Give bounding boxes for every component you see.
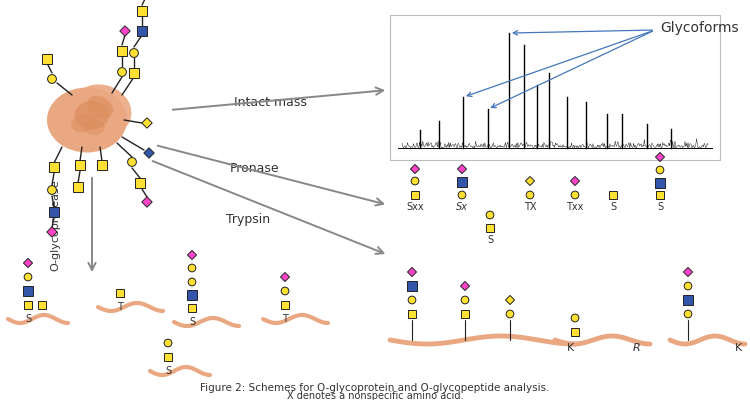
Polygon shape bbox=[188, 250, 196, 260]
Text: Sxx: Sxx bbox=[406, 202, 424, 212]
Bar bbox=[50, 162, 58, 172]
Bar bbox=[42, 54, 52, 64]
Polygon shape bbox=[460, 282, 470, 290]
Bar bbox=[656, 191, 664, 199]
Ellipse shape bbox=[74, 101, 110, 129]
Bar bbox=[458, 177, 466, 187]
Circle shape bbox=[281, 287, 289, 295]
Circle shape bbox=[128, 158, 136, 166]
Ellipse shape bbox=[73, 84, 131, 136]
Text: T: T bbox=[282, 314, 288, 324]
Text: K: K bbox=[566, 343, 574, 353]
Bar bbox=[129, 68, 139, 78]
Circle shape bbox=[188, 278, 196, 286]
Circle shape bbox=[526, 191, 534, 199]
Text: S: S bbox=[189, 317, 195, 327]
Circle shape bbox=[130, 49, 139, 57]
Text: T: T bbox=[117, 302, 123, 312]
Polygon shape bbox=[571, 176, 580, 186]
Bar bbox=[24, 301, 32, 309]
Circle shape bbox=[684, 310, 692, 318]
Bar bbox=[407, 281, 416, 291]
Text: S: S bbox=[165, 366, 171, 376]
Bar bbox=[49, 207, 59, 217]
Polygon shape bbox=[683, 268, 692, 276]
Bar bbox=[609, 191, 617, 199]
Circle shape bbox=[486, 211, 494, 219]
Circle shape bbox=[408, 296, 416, 304]
Polygon shape bbox=[656, 152, 664, 162]
Polygon shape bbox=[458, 164, 466, 174]
Text: TX: TX bbox=[524, 202, 536, 212]
Text: R: R bbox=[633, 343, 640, 353]
Bar bbox=[188, 290, 196, 300]
Ellipse shape bbox=[47, 88, 127, 152]
Bar bbox=[656, 178, 664, 188]
Polygon shape bbox=[142, 197, 152, 207]
Bar bbox=[408, 310, 416, 318]
Bar bbox=[164, 353, 172, 361]
Polygon shape bbox=[144, 148, 154, 158]
Text: K: K bbox=[734, 343, 742, 353]
Bar bbox=[23, 286, 32, 296]
Text: S: S bbox=[657, 202, 663, 212]
Ellipse shape bbox=[87, 96, 113, 118]
Text: Pronase: Pronase bbox=[230, 162, 280, 174]
Bar bbox=[683, 295, 692, 305]
Bar bbox=[117, 46, 127, 56]
Bar bbox=[486, 224, 494, 232]
Circle shape bbox=[24, 273, 32, 281]
Polygon shape bbox=[142, 118, 152, 128]
Ellipse shape bbox=[71, 114, 97, 132]
Bar bbox=[74, 182, 82, 192]
Text: S: S bbox=[487, 235, 493, 245]
Circle shape bbox=[164, 339, 172, 347]
Circle shape bbox=[506, 310, 514, 318]
Bar bbox=[38, 301, 46, 309]
Circle shape bbox=[572, 314, 579, 322]
Bar bbox=[280, 301, 290, 309]
Bar bbox=[137, 26, 147, 36]
Bar bbox=[75, 160, 85, 170]
Text: Figure 2: Schemes for O-glycoprotein and O-glycopeptide analysis.: Figure 2: Schemes for O-glycoprotein and… bbox=[200, 383, 550, 393]
Bar bbox=[411, 191, 419, 199]
Text: Glycoforms: Glycoforms bbox=[660, 21, 739, 35]
Circle shape bbox=[684, 282, 692, 290]
Polygon shape bbox=[526, 176, 535, 186]
Polygon shape bbox=[46, 227, 57, 237]
Bar bbox=[460, 310, 470, 318]
Circle shape bbox=[188, 264, 196, 272]
Bar bbox=[137, 6, 147, 16]
Bar bbox=[116, 289, 124, 297]
Text: S: S bbox=[25, 314, 31, 324]
Text: Txx: Txx bbox=[566, 202, 584, 212]
Circle shape bbox=[461, 296, 469, 304]
Ellipse shape bbox=[55, 104, 110, 146]
Ellipse shape bbox=[83, 119, 105, 135]
Circle shape bbox=[572, 191, 579, 199]
Circle shape bbox=[118, 68, 127, 76]
Text: Intact mass: Intact mass bbox=[233, 96, 307, 110]
Bar bbox=[188, 304, 196, 312]
Circle shape bbox=[411, 177, 419, 185]
Polygon shape bbox=[280, 272, 290, 282]
Polygon shape bbox=[23, 258, 32, 268]
Text: X denotes a nonspecific amino acid.: X denotes a nonspecific amino acid. bbox=[286, 391, 464, 400]
Polygon shape bbox=[407, 268, 416, 276]
Text: Trypsin: Trypsin bbox=[226, 214, 270, 226]
Circle shape bbox=[458, 191, 466, 199]
Polygon shape bbox=[120, 26, 130, 36]
Text: S: S bbox=[610, 202, 616, 212]
Text: O-glycoprotease: O-glycoprotease bbox=[50, 179, 60, 271]
Polygon shape bbox=[506, 296, 515, 304]
Circle shape bbox=[47, 186, 56, 194]
Text: Sx: Sx bbox=[456, 202, 468, 212]
Bar bbox=[390, 15, 720, 160]
Polygon shape bbox=[410, 164, 419, 174]
Circle shape bbox=[656, 166, 664, 174]
Circle shape bbox=[47, 74, 56, 83]
Bar bbox=[135, 178, 145, 188]
Bar bbox=[571, 328, 579, 336]
Bar bbox=[98, 160, 106, 170]
